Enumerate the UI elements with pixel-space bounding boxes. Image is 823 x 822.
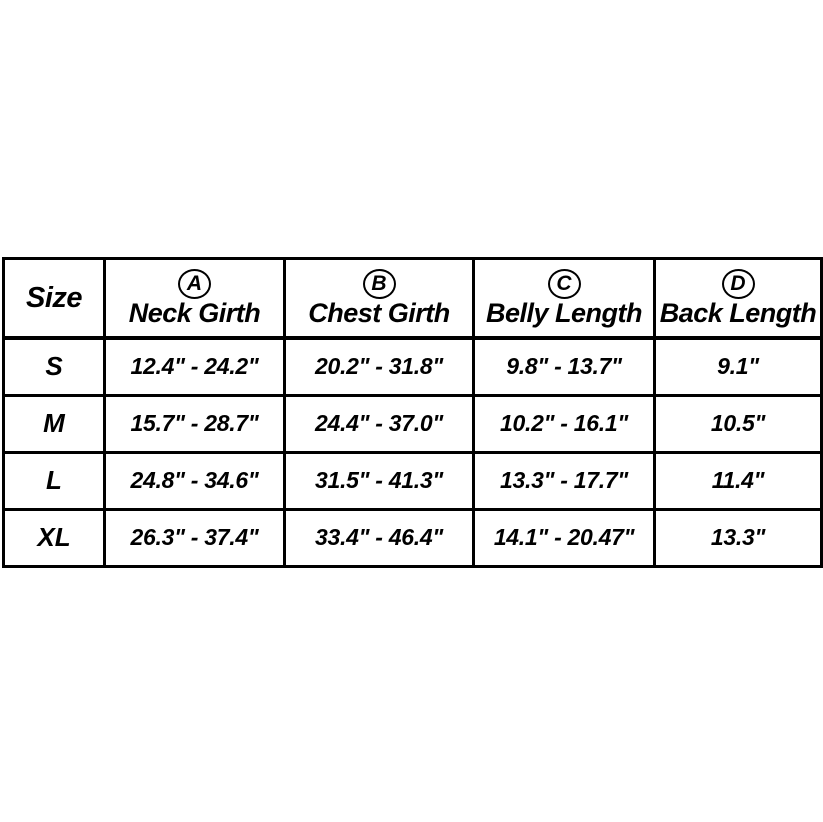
circled-letter-b-icon: B xyxy=(362,268,396,299)
neck-girth-value-cell: 26.3" - 37.4" xyxy=(103,507,286,568)
circled-letter-c-icon: C xyxy=(547,268,581,299)
back-length-value-cell: 10.5" xyxy=(653,393,823,454)
belly-length-value-cell: 10.2" - 16.1" xyxy=(472,393,656,454)
belly-length-value-cell: 9.8" - 13.7" xyxy=(472,336,656,397)
size-header-label: Size xyxy=(25,281,83,314)
neck-girth-header-label: Neck Girth xyxy=(128,297,261,328)
chest-girth-value-cell: 33.4" - 46.4" xyxy=(283,507,475,568)
size-label-cell: M xyxy=(2,393,106,454)
size-label-cell: L xyxy=(2,450,106,511)
table-row-size-l: L 24.8" - 34.6" 31.5" - 41.3" 13.3" - 17… xyxy=(2,450,823,511)
chest-girth-value-cell: 24.4" - 37.0" xyxy=(283,393,475,454)
neck-girth-value-cell: 12.4" - 24.2" xyxy=(103,336,286,397)
back-length-value-cell: 11.4" xyxy=(653,450,823,511)
chest-girth-value-cell: 31.5" - 41.3" xyxy=(283,450,475,511)
column-header-size: Size xyxy=(2,257,106,340)
back-length-header-label: Back Length xyxy=(659,297,817,328)
column-header-chest-girth: B Chest Girth xyxy=(283,257,475,340)
belly-length-value-cell: 14.1" - 20.47" xyxy=(472,507,656,568)
back-length-value-cell: 13.3" xyxy=(653,507,823,568)
back-length-value-cell: 9.1" xyxy=(653,336,823,397)
chest-girth-header-label: Chest Girth xyxy=(308,297,450,328)
size-chart-table: Size A Neck Girth B Chest Girth xyxy=(2,257,823,568)
column-header-back-length: D Back Length xyxy=(653,257,823,340)
column-header-neck-girth: A Neck Girth xyxy=(103,257,286,340)
belly-length-header-label: Belly Length xyxy=(485,297,643,328)
circled-letter-a-icon: A xyxy=(178,268,211,299)
circled-letter-d-icon: D xyxy=(721,268,755,299)
size-label-cell: XL xyxy=(2,507,106,568)
chest-girth-value-cell: 20.2" - 31.8" xyxy=(283,336,475,397)
belly-length-value-cell: 13.3" - 17.7" xyxy=(472,450,656,511)
size-label-cell: S xyxy=(2,336,106,397)
neck-girth-value-cell: 24.8" - 34.6" xyxy=(103,450,286,511)
header-row: Size A Neck Girth B Chest Girth xyxy=(2,257,823,340)
table-row-size-m: M 15.7" - 28.7" 24.4" - 37.0" 10.2" - 16… xyxy=(2,393,823,454)
column-header-belly-length: C Belly Length xyxy=(472,257,656,340)
table-row-size-s: S 12.4" - 24.2" 20.2" - 31.8" 9.8" - 13.… xyxy=(2,336,823,397)
neck-girth-value-cell: 15.7" - 28.7" xyxy=(103,393,286,454)
table-row-size-xl: XL 26.3" - 37.4" 33.4" - 46.4" 14.1" - 2… xyxy=(2,507,823,568)
